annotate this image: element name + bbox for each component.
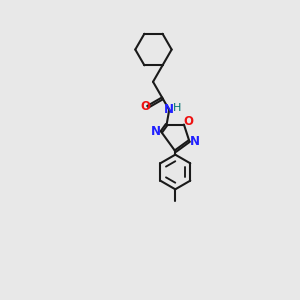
Text: N: N (151, 125, 161, 138)
Text: N: N (190, 134, 200, 148)
Text: H: H (173, 103, 181, 113)
Text: O: O (183, 116, 193, 128)
Text: N: N (164, 103, 174, 116)
Text: O: O (140, 100, 150, 113)
